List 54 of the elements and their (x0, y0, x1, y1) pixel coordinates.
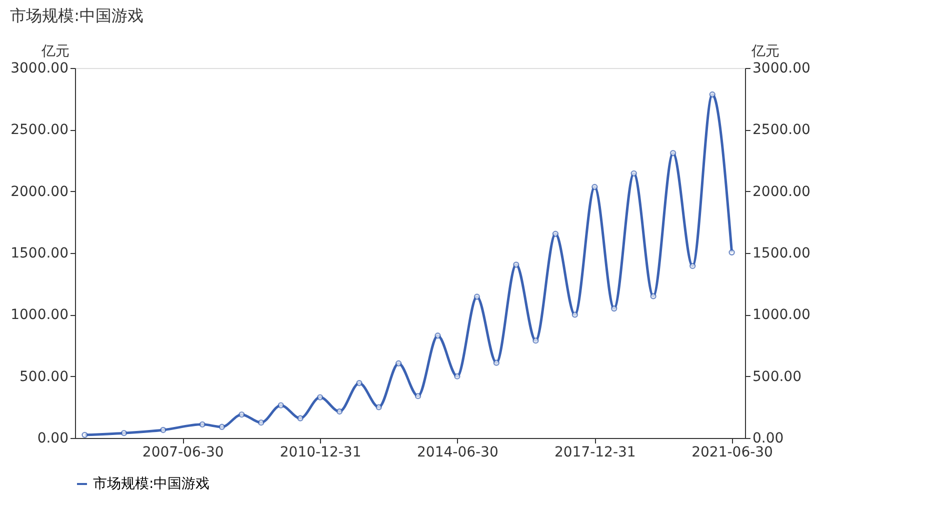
point (572, 312, 578, 318)
point (650, 293, 656, 300)
point (82, 432, 88, 438)
point (592, 184, 598, 190)
y2-tick-label: 3000.00 (752, 60, 810, 76)
point (199, 421, 206, 428)
point (414, 392, 422, 400)
y2-tick-label: 1500.00 (752, 246, 810, 262)
point (454, 373, 460, 380)
y-tick-label: 2500.00 (10, 122, 68, 138)
y2-tick-label: 1000.00 (752, 307, 810, 324)
x-tick-label: 2014-06-30 (417, 444, 498, 460)
y-tick-label: 1000.00 (10, 307, 68, 324)
point (474, 294, 480, 300)
y2-axis-title: 亿元 (750, 44, 780, 60)
point (434, 332, 441, 339)
y-axis-title: 亿元 (40, 44, 70, 60)
point (552, 230, 559, 237)
point (689, 262, 696, 270)
point (258, 419, 264, 426)
point (238, 411, 245, 418)
chart-title: 市场规模:中国游戏 (10, 6, 144, 25)
x-tick-label: 2021-06-30 (692, 444, 773, 460)
point (630, 170, 637, 177)
x-tick-label: 2017-12-31 (554, 444, 636, 460)
y-tick-label: 0.00 (37, 430, 68, 446)
point (376, 404, 382, 410)
point (670, 150, 676, 156)
x-tick-label: 2010-12-31 (280, 444, 362, 460)
point (610, 305, 618, 312)
y-tick-label: 1500.00 (10, 246, 68, 262)
x-tick-label: 2007-06-30 (142, 444, 224, 460)
point (395, 360, 402, 366)
point (297, 415, 304, 422)
y-tick-label: 3000.00 (10, 60, 68, 76)
point (513, 262, 520, 268)
y-tick-label: 500.00 (20, 368, 68, 385)
point (356, 380, 362, 386)
point (218, 424, 226, 430)
y2-tick-label: 500.00 (752, 368, 802, 385)
point (278, 402, 284, 408)
point (316, 394, 324, 400)
point (160, 426, 166, 434)
y2-tick-label: 0.00 (752, 430, 784, 446)
point (532, 337, 539, 344)
y2-tick-label: 2500.00 (752, 122, 810, 138)
point (493, 360, 500, 366)
point (709, 91, 716, 98)
point (120, 430, 128, 436)
y-tick-label: 2000.00 (10, 184, 68, 200)
legend-label: 市场规模:中国游戏 (93, 476, 210, 492)
point (336, 408, 343, 415)
point (728, 249, 735, 256)
y2-tick-label: 2000.00 (752, 184, 810, 200)
